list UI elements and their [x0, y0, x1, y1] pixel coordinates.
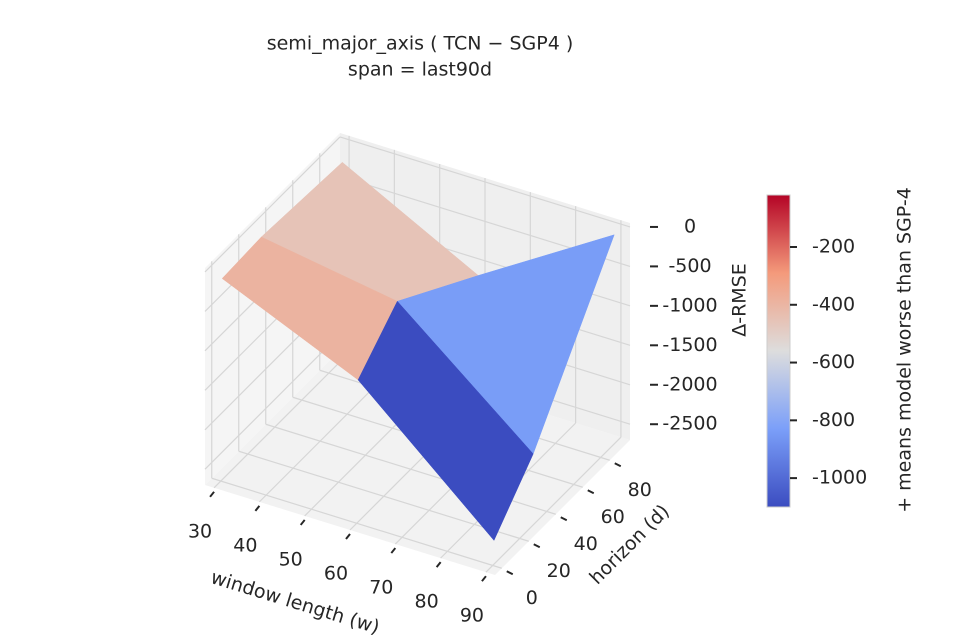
y-tick-label: 20 [547, 560, 571, 582]
grid-line [211, 477, 502, 569]
y-tick [533, 543, 541, 549]
colorbar-label: + means model worse than SGP-4 [894, 187, 916, 513]
grid-line [485, 436, 622, 573]
y-tick [560, 516, 568, 522]
z-tick-label: 0 [684, 215, 696, 237]
z-tick-label: -1000 [662, 294, 717, 316]
y-tick [614, 462, 622, 468]
colorbar-tick-label: -1000 [812, 467, 867, 489]
x-tick-label: 90 [460, 605, 484, 627]
x-tick-label: 40 [233, 534, 257, 556]
grid-line [339, 136, 631, 228]
z-tick-label: -500 [668, 255, 711, 277]
colorbar-tick-label: -400 [812, 293, 855, 315]
z-tick-label: -2500 [662, 413, 717, 435]
grid-line [213, 352, 350, 489]
surface-face [357, 300, 534, 541]
colorbar-tick-label: -200 [812, 236, 855, 258]
x-tick [435, 561, 442, 568]
x-axis-label: window length (w) [208, 566, 382, 638]
x-tick-label: 70 [369, 577, 393, 599]
chart-title: semi_major_axis ( TCN − SGP4 ) [267, 33, 574, 55]
x-tick-label: 30 [188, 520, 212, 542]
x-tick-label: 50 [279, 548, 303, 570]
x-tick-label: 80 [415, 591, 439, 613]
y-tick-label: 60 [601, 506, 625, 528]
z-tick-label: -1500 [662, 334, 717, 356]
x-tick [481, 575, 487, 582]
z-tick-label: -2000 [662, 373, 717, 395]
grid-line [238, 450, 529, 542]
x-tick [390, 547, 397, 554]
y-tick-label: 0 [526, 587, 538, 609]
x-tick [299, 519, 306, 526]
y-axis-label: horizon (d) [585, 500, 674, 589]
chart-subtitle: span = last90d [348, 59, 492, 81]
grid-line [204, 136, 341, 273]
z-axis-label: Δ-RMSE [729, 263, 751, 337]
x-tick [345, 533, 351, 540]
y-tick-label: 80 [628, 479, 652, 501]
colorbar [766, 194, 791, 508]
grid-line [204, 333, 341, 470]
y-tick [587, 489, 595, 495]
x-tick-label: 60 [324, 563, 348, 585]
colorbar-tick-label: -600 [812, 351, 855, 373]
x-tick [254, 505, 261, 512]
colorbar-tick-label: -800 [812, 409, 855, 431]
x-tick [209, 491, 215, 498]
y-tick [506, 570, 514, 576]
y-tick-label: 40 [574, 533, 598, 555]
